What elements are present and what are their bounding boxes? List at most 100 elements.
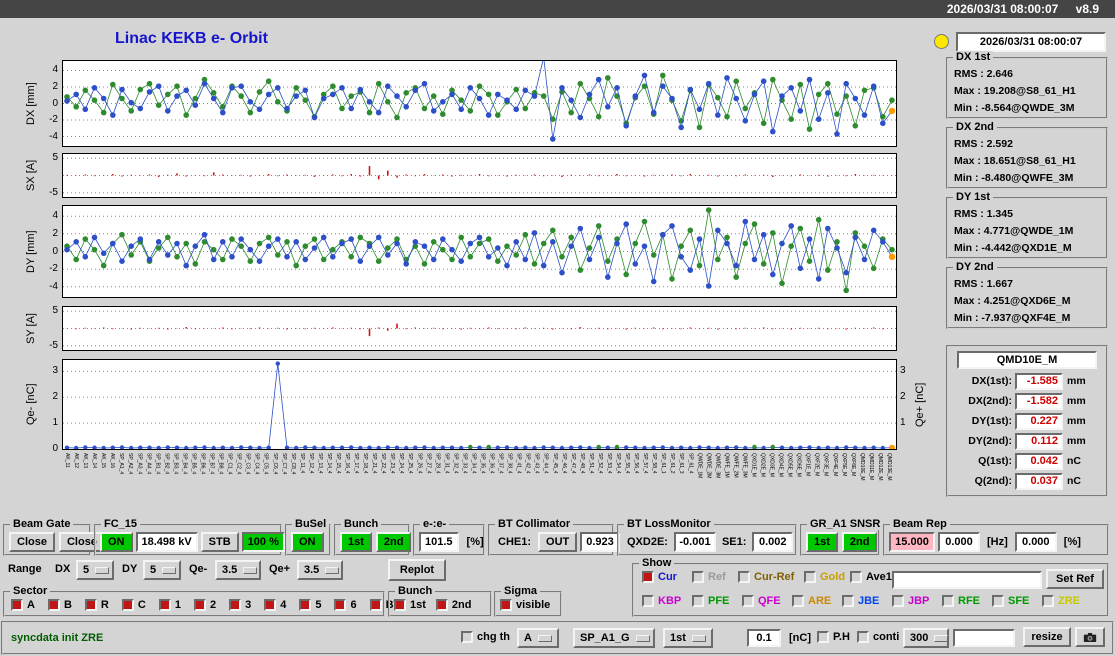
checkbox-icon [84, 599, 97, 611]
show-checkbox-ref[interactable]: Ref [692, 571, 726, 583]
x-axis-label: SP_C8_4 [289, 453, 296, 475]
misc-entry[interactable] [953, 629, 1015, 647]
show-checkbox-ave10[interactable]: Ave10 [850, 571, 898, 583]
range-dx-label: DX [55, 563, 71, 575]
set-ref-button[interactable]: Set Ref [1046, 569, 1104, 589]
ee-ratio-group: e-:e- 101.5 [%] [413, 518, 485, 556]
sector-checkbox-1[interactable]: 1 [158, 599, 181, 611]
chg-th-checkbox[interactable]: chg th [461, 631, 510, 643]
show-checkbox-are[interactable]: ARE [792, 595, 831, 607]
gr-snsr-1st-button[interactable]: 1st [806, 531, 838, 552]
range-row: Range DX 5 DY 5 Qe- 3.5 Qe+ 3.5 Replot [0, 559, 630, 583]
monitor-row-label: DX(1st): [971, 375, 1012, 387]
ph-checkbox[interactable]: P.H [817, 631, 850, 643]
range-qem-select[interactable]: 3.5 [215, 560, 261, 580]
sigma-visible-checkbox[interactable]: visible [500, 599, 550, 611]
replot-button[interactable]: Replot [388, 559, 446, 581]
device-group-select[interactable]: SP_A1_G [573, 628, 655, 648]
sector-checkbox-a[interactable]: A [11, 599, 35, 611]
checkbox-icon [500, 599, 512, 611]
y-tick-label: -5 [49, 186, 58, 198]
che1-out-button[interactable]: OUT [538, 531, 578, 552]
sector-checkbox-4[interactable]: 4 [264, 599, 286, 611]
magnet-name-display[interactable]: QMD10E_M [957, 351, 1097, 369]
bunch-select[interactable]: 1st [663, 628, 713, 648]
screenshot-button[interactable] [1075, 627, 1105, 647]
x-axis-label: SP_42_4 [524, 453, 531, 474]
x-axis-label: SP_61_3 [678, 453, 685, 474]
status-message: syncdata init ZRE [11, 632, 104, 644]
conti-checkbox[interactable]: conti [857, 631, 899, 643]
sector-checkbox-6[interactable]: 6 [334, 599, 357, 611]
stat-row: RMS : 2.592 [954, 138, 1013, 150]
x-axis-label: QXD3E_M [768, 453, 775, 477]
show-checkbox-gold[interactable]: Gold [804, 571, 845, 583]
sector-checkbox-label: 2 [209, 599, 217, 611]
sector-checkbox-b[interactable]: B [47, 599, 72, 611]
sector-checkbox-c[interactable]: C [121, 599, 146, 611]
show-checkbox-sfe[interactable]: SFE [992, 595, 1029, 607]
y-tick-label: -5 [49, 339, 58, 351]
show-checkbox-pfe[interactable]: PFE [692, 595, 729, 607]
monitor-row-label: DX(2nd): [968, 395, 1012, 407]
interval-select[interactable]: 300 [903, 628, 949, 648]
bunch-2nd-checkbox[interactable]: 2nd [435, 599, 471, 611]
x-axis-label: SP_56_4 [633, 453, 640, 474]
fc15-on-button[interactable]: ON [100, 531, 133, 552]
gr-snsr-2nd-button[interactable]: 2nd [841, 531, 878, 552]
titlebar-clock: 2026/03/31 08:00:07 [946, 2, 1059, 16]
stat-panel-dy-2nd: DY 2nd RMS : 1.667 Max : 4.251@QXD6E_M Min … [946, 261, 1108, 329]
gr-snsr-group: GR_A1 SNSR 1st 2nd [800, 518, 884, 556]
sector-checkbox-r[interactable]: R [84, 599, 109, 611]
sector-select[interactable]: A [517, 628, 559, 648]
bunch-1st-checkbox[interactable]: 1st [394, 599, 426, 611]
show-checkbox-jbe[interactable]: JBE [842, 595, 879, 607]
sy-axis-title: SY [A] [25, 313, 37, 344]
x-axis-label: QXF3E_M [822, 453, 829, 477]
stat-row: Min : -4.442@QXD1E_M [954, 242, 1072, 254]
range-dy-select[interactable]: 5 [143, 560, 181, 580]
range-qep-select[interactable]: 3.5 [297, 560, 343, 580]
y-tick-label: 3 [52, 365, 58, 377]
show-checkbox-zre[interactable]: ZRE [1042, 595, 1080, 607]
ref-file-input[interactable] [892, 571, 1042, 589]
show-checkbox-cur-ref[interactable]: Cur-Ref [738, 571, 794, 583]
resize-button[interactable]: resize [1023, 627, 1071, 647]
show-checkbox-label: JBP [908, 595, 930, 607]
x-axis-label: QMD11E_M [867, 453, 874, 481]
monitor-row: Q(1st): 0.042 nC [952, 452, 1104, 470]
x-axis-label: SP_18_4 [362, 453, 369, 474]
x-axis-label: QWFE_3M [741, 453, 748, 478]
beam-gate-close-button-1[interactable]: Close [9, 531, 55, 552]
show-checkbox-rfe[interactable]: RFE [942, 595, 980, 607]
monitor-row-unit: mm [1067, 415, 1086, 427]
status-bar: syncdata init ZRE chg th A SP_A1_G 1st [… [1, 621, 1114, 655]
x-axis-label: SP_A2_4 [127, 453, 134, 475]
bunch-select-label: Bunch [395, 585, 436, 597]
camera-icon [1083, 632, 1097, 642]
x-axis-label: SP_16_4 [344, 453, 350, 474]
sector-checkbox-2[interactable]: 2 [193, 599, 217, 611]
option-indicator-icon [635, 634, 650, 642]
range-dx-select[interactable]: 5 [76, 560, 114, 580]
show-checkbox-jbp[interactable]: JBP [892, 595, 929, 607]
beam-rep-group: Beam Rep 15.000 0.000 [Hz] 0.000 [%] [883, 518, 1109, 556]
sector-checkbox-3[interactable]: 3 [229, 599, 251, 611]
x-axis-label: AK_11 [64, 453, 70, 468]
x-axis-label: AK_14 [91, 453, 98, 469]
x-axis-label: SP_58_4 [651, 453, 658, 474]
threshold-input[interactable] [747, 629, 781, 647]
show-checkbox-kbp[interactable]: KBP [642, 595, 681, 607]
monitor-row: DX(2nd): -1.582 mm [952, 392, 1104, 410]
fc15-stb-button[interactable]: STB [200, 531, 239, 552]
show-checkbox-cur[interactable]: Cur [642, 571, 677, 583]
sector-checkbox-5[interactable]: 5 [299, 599, 321, 611]
bunch-1st-button[interactable]: 1st [340, 531, 372, 552]
busel-on-button[interactable]: ON [291, 531, 324, 552]
checkbox-icon [435, 599, 448, 611]
show-checkbox-qfe[interactable]: QFE [742, 595, 781, 607]
ee-ratio-label: e-:e- [420, 518, 450, 530]
x-axis-label: SP_B4_4 [181, 453, 188, 475]
show-checkbox-label: QFE [758, 595, 781, 607]
bunch-2nd-button[interactable]: 2nd [375, 531, 412, 552]
